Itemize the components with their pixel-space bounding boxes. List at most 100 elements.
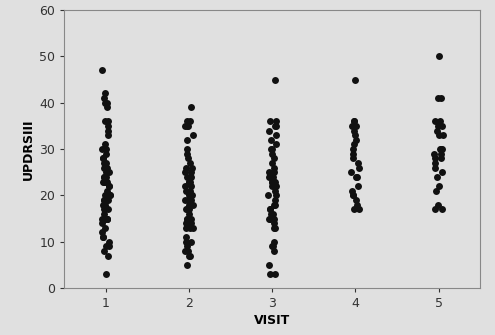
Point	[353, 202, 361, 207]
Point	[103, 105, 111, 110]
Point	[272, 123, 280, 129]
Point	[348, 193, 356, 198]
Point	[187, 239, 195, 245]
Point	[106, 193, 114, 198]
Point	[265, 262, 273, 268]
Point	[355, 207, 363, 212]
Point	[98, 230, 106, 235]
Point	[270, 165, 278, 170]
Point	[105, 244, 113, 249]
Point	[186, 253, 194, 258]
Point	[105, 193, 113, 198]
Point	[103, 253, 111, 258]
Point	[100, 100, 108, 106]
Point	[182, 225, 190, 230]
Point	[102, 179, 110, 184]
Point	[186, 160, 194, 166]
Point	[271, 197, 279, 203]
Point	[265, 128, 273, 133]
Point	[435, 133, 443, 138]
Point	[183, 174, 191, 180]
Point	[348, 193, 356, 198]
Point	[438, 123, 446, 129]
Point	[100, 207, 108, 212]
Point	[102, 197, 110, 203]
Point	[181, 184, 189, 189]
Point	[188, 193, 196, 198]
Point	[267, 146, 275, 152]
Point	[267, 137, 275, 142]
Point	[182, 239, 190, 245]
Point	[268, 244, 276, 249]
Point	[352, 174, 360, 180]
Point	[102, 151, 110, 156]
Point	[102, 244, 110, 249]
Point	[271, 271, 279, 277]
Point	[270, 179, 278, 184]
Point	[434, 95, 442, 101]
Point	[105, 184, 113, 189]
Point	[348, 188, 356, 194]
Point	[438, 170, 446, 175]
Point	[105, 170, 113, 175]
Point	[266, 207, 274, 212]
Point	[187, 220, 195, 226]
Point	[183, 137, 191, 142]
Point	[187, 188, 195, 194]
Point	[100, 165, 108, 170]
Point	[189, 133, 197, 138]
Point	[105, 239, 113, 245]
Point	[184, 248, 192, 254]
Point	[437, 146, 445, 152]
Point	[183, 207, 191, 212]
Point	[101, 207, 109, 212]
Point	[104, 128, 112, 133]
Point	[431, 165, 439, 170]
Point	[433, 188, 441, 194]
Point	[99, 68, 106, 73]
Point	[433, 174, 441, 180]
Point	[431, 119, 439, 124]
Point	[186, 225, 194, 230]
Point	[102, 271, 110, 277]
Point	[186, 202, 194, 207]
Point	[181, 123, 189, 129]
Point	[99, 234, 107, 240]
Point	[435, 54, 443, 59]
Point	[350, 119, 358, 124]
Point	[100, 174, 108, 180]
Point	[99, 197, 107, 203]
Point	[431, 207, 439, 212]
Point	[266, 207, 274, 212]
Point	[103, 207, 111, 212]
Point	[354, 184, 362, 189]
Point	[271, 188, 279, 194]
Point	[431, 160, 439, 166]
Point	[182, 234, 190, 240]
Point	[268, 151, 276, 156]
Point	[352, 197, 360, 203]
Point	[184, 216, 192, 221]
Point	[439, 133, 446, 138]
Point	[100, 211, 108, 217]
Point	[101, 179, 109, 184]
Point	[103, 123, 111, 129]
Point	[268, 184, 276, 189]
Point	[102, 146, 110, 152]
Point	[270, 248, 278, 254]
Point	[185, 179, 193, 184]
Point	[271, 225, 279, 230]
Point	[188, 165, 196, 170]
Point	[351, 133, 359, 138]
Point	[268, 146, 276, 152]
Point	[189, 225, 197, 230]
Point	[352, 123, 360, 129]
Point	[270, 239, 278, 245]
Point	[185, 211, 193, 217]
Point	[100, 216, 108, 221]
Point	[271, 123, 279, 129]
Point	[268, 160, 276, 166]
Point	[437, 95, 445, 101]
Point	[268, 174, 276, 180]
Point	[347, 170, 355, 175]
